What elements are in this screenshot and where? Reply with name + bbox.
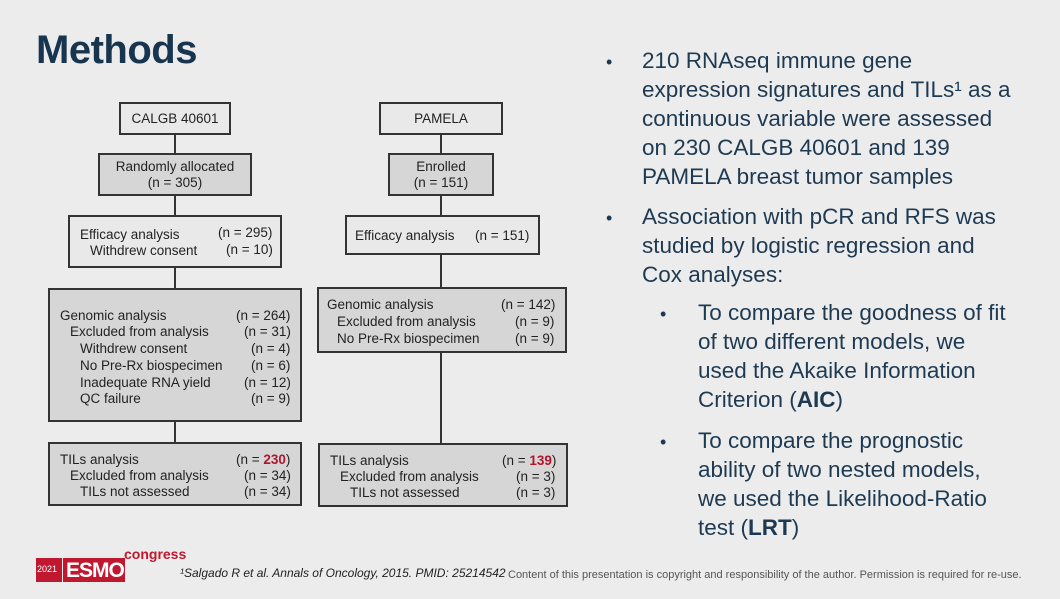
pamela-tils-not-assessed-n: (n = 3) bbox=[516, 485, 556, 500]
enrolled-label: Enrolled bbox=[416, 158, 466, 174]
sub-bullet-1-line: of two different models, we bbox=[698, 329, 966, 354]
bullet-1-line: PAMELA breast tumor samples bbox=[642, 164, 953, 189]
pamela-excluded-n: (n = 9) bbox=[515, 314, 555, 329]
footnote-reference: ¹Salgado R et al. Annals of Oncology, 20… bbox=[180, 566, 506, 580]
withdrew-consent-label: Withdrew consent bbox=[80, 341, 188, 356]
tils-not-assessed-label: TILs not assessed bbox=[80, 484, 190, 499]
tils-n: (n = 230) bbox=[236, 452, 291, 467]
pamela-no-prerx-label: No Pre-Rx biospecimen bbox=[337, 331, 480, 346]
pamela-tils-box: TILs analysis (n = 139) Excluded from an… bbox=[318, 443, 568, 507]
pamela-tils-excluded-n: (n = 3) bbox=[516, 469, 556, 484]
connector bbox=[440, 196, 442, 215]
pamela-efficacy-box: Efficacy analysis (n = 151) bbox=[345, 215, 540, 255]
sub-bullet-2-line: we used the Likelihood-Ratio bbox=[698, 486, 987, 511]
logo-wordmark: ESMO bbox=[66, 559, 125, 582]
bullet-2-line: Association with pCR and RFS was bbox=[642, 204, 996, 229]
bullet-marker: • bbox=[606, 52, 613, 72]
connector bbox=[174, 196, 176, 215]
efficacy-n: (n = 295) bbox=[218, 225, 273, 240]
sub-bullet-2-line: test (LRT) bbox=[698, 515, 800, 540]
no-prerx-n: (n = 6) bbox=[251, 358, 291, 373]
genomic-analysis-box: Genomic analysis (n = 264) Excluded from… bbox=[48, 288, 302, 422]
tils-not-assessed-n: (n = 34) bbox=[244, 484, 291, 499]
slide-title: Methods bbox=[36, 28, 197, 72]
sub-bullet-1-line: To compare the goodness of fit bbox=[698, 300, 1006, 325]
connector bbox=[440, 135, 442, 153]
pamela-box: PAMELA bbox=[379, 102, 503, 135]
pamela-tils-label: TILs analysis bbox=[330, 453, 409, 468]
bullet-2-line: studied by logistic regression and bbox=[642, 233, 975, 258]
genomic-label: Genomic analysis bbox=[60, 308, 167, 323]
inadequate-rna-label: Inadequate RNA yield bbox=[80, 375, 211, 390]
bullet-marker: • bbox=[606, 208, 613, 228]
copyright-notice: Content of this presentation is copyrigh… bbox=[508, 569, 1022, 581]
excluded-n: (n = 31) bbox=[244, 324, 291, 339]
bullet-1-line: continuous variable were assessed bbox=[642, 106, 993, 131]
tils-excluded-n: (n = 34) bbox=[244, 468, 291, 483]
sub-bullet-1-line: used the Akaike Information bbox=[698, 358, 976, 383]
withdrew-label: Withdrew consent bbox=[90, 243, 198, 258]
calgb-box: CALGB 40601 bbox=[119, 102, 231, 135]
pamela-efficacy-label: Efficacy analysis bbox=[355, 228, 455, 243]
qc-failure-n: (n = 9) bbox=[251, 391, 291, 406]
logo-subtitle: congress bbox=[124, 546, 187, 562]
qc-failure-label: QC failure bbox=[80, 391, 141, 406]
sub-bullet-2-line: ability of two nested models, bbox=[698, 457, 981, 482]
randomly-allocated-n: (n = 305) bbox=[147, 174, 203, 190]
esmo-congress-logo: 2021 ESMO congress bbox=[36, 546, 186, 584]
connector bbox=[440, 353, 442, 443]
tils-analysis-box: TILs analysis (n = 230) Excluded from an… bbox=[48, 442, 302, 506]
pamela-excluded-label: Excluded from analysis bbox=[337, 314, 476, 329]
pamela-genomic-box: Genomic analysis (n = 142) Excluded from… bbox=[317, 287, 567, 353]
aic-term: AIC bbox=[796, 387, 836, 412]
pamela-no-prerx-n: (n = 9) bbox=[515, 331, 555, 346]
tils-count-highlight: 230 bbox=[263, 452, 286, 467]
bullet-2-line: Cox analyses: bbox=[642, 262, 784, 287]
no-prerx-label: No Pre-Rx biospecimen bbox=[80, 358, 223, 373]
sub-bullet-1-line: Criterion (AIC) bbox=[698, 387, 844, 412]
inadequate-rna-n: (n = 12) bbox=[244, 375, 291, 390]
connector bbox=[174, 268, 176, 288]
lrt-term: LRT bbox=[748, 515, 792, 540]
randomly-allocated-box: Randomly allocated (n = 305) bbox=[98, 153, 252, 196]
logo-year: 2021 bbox=[37, 564, 58, 574]
pamela-tils-count-highlight: 139 bbox=[529, 453, 552, 468]
pamela-genomic-label: Genomic analysis bbox=[327, 297, 434, 312]
pamela-tils-not-assessed-label: TILs not assessed bbox=[350, 485, 460, 500]
tils-label: TILs analysis bbox=[60, 452, 139, 467]
pamela-tils-excluded-label: Excluded from analysis bbox=[340, 469, 479, 484]
tils-excluded-label: Excluded from analysis bbox=[70, 468, 209, 483]
randomly-allocated-label: Randomly allocated bbox=[115, 158, 235, 174]
withdrew-n: (n = 10) bbox=[226, 242, 273, 257]
withdrew-consent-n: (n = 4) bbox=[251, 341, 291, 356]
efficacy-label: Efficacy analysis bbox=[80, 227, 180, 242]
efficacy-analysis-box: Efficacy analysis (n = 295) Withdrew con… bbox=[68, 215, 282, 268]
enrolled-n: (n = 151) bbox=[413, 174, 469, 190]
bullet-1-line: on 230 CALGB 40601 and 139 bbox=[642, 135, 950, 160]
enrolled-box: Enrolled (n = 151) bbox=[388, 153, 494, 196]
logo-year-block: 2021 bbox=[36, 558, 62, 582]
pamela-genomic-n: (n = 142) bbox=[501, 297, 556, 312]
pamela-efficacy-n: (n = 151) bbox=[475, 228, 530, 243]
pamela-tils-n: (n = 139) bbox=[502, 453, 557, 468]
pamela-label: PAMELA bbox=[414, 110, 468, 126]
bullet-1-line: expression signatures and TILs¹ as a bbox=[642, 77, 1011, 102]
sub-bullet-2-line: To compare the prognostic bbox=[698, 428, 964, 453]
connector bbox=[174, 422, 176, 442]
bullet-marker: • bbox=[660, 304, 667, 324]
bullet-marker: • bbox=[660, 432, 667, 452]
logo-wordmark-block: ESMO bbox=[63, 558, 125, 582]
bullet-1-line: 210 RNAseq immune gene bbox=[642, 48, 913, 73]
connector bbox=[440, 255, 442, 287]
genomic-n: (n = 264) bbox=[236, 308, 291, 323]
excluded-label: Excluded from analysis bbox=[70, 324, 209, 339]
connector bbox=[174, 135, 176, 153]
calgb-label: CALGB 40601 bbox=[131, 110, 219, 126]
